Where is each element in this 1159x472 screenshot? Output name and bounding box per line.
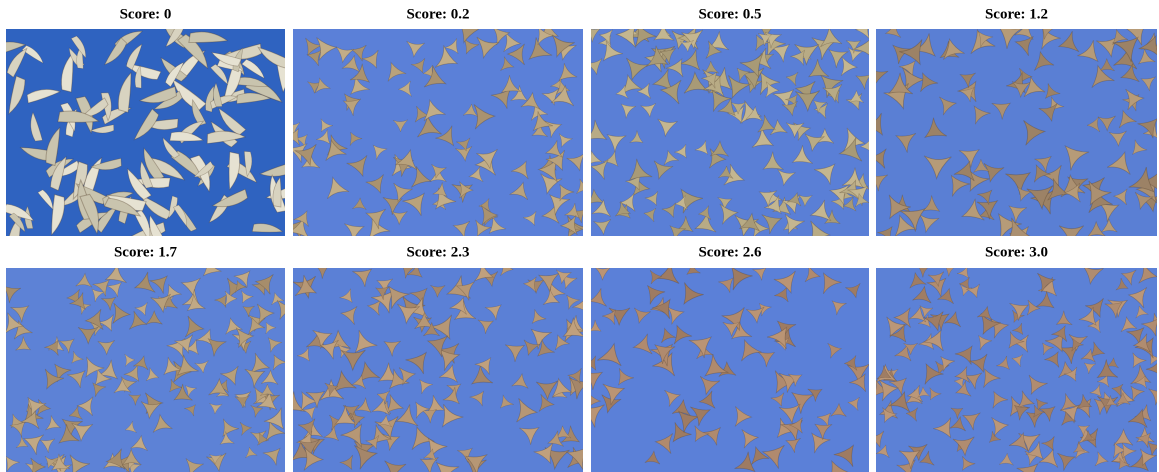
panel-label: Score: 1.7: [114, 244, 178, 260]
photo-background: [293, 268, 583, 472]
photo: [862, 15, 1159, 249]
panel-label: Score: 3.0: [985, 244, 1048, 260]
panel-label: Score: 2.6: [698, 244, 762, 260]
photo: [0, 16, 301, 253]
panel: Score: 0: [0, 6, 301, 253]
photo: [0, 257, 295, 472]
photo: [583, 20, 882, 248]
panel: Score: 1.2: [862, 6, 1159, 249]
panel: Score: 2.6: [576, 244, 873, 472]
figure: Score: 0 Score: 0.2 Score: 0.5 Score: 1.2 Sc…: [0, 0, 1159, 472]
photo: [284, 19, 592, 244]
photo: [576, 260, 873, 472]
panel-label: Score: 0: [120, 6, 172, 22]
panel-label: Score: 1.2: [985, 6, 1048, 22]
panel: Score: 2.3: [277, 244, 594, 472]
panel: Score: 3.0: [867, 244, 1159, 472]
panel-label: Score: 0.2: [406, 6, 469, 22]
panel-label: Score: 0.5: [698, 6, 761, 22]
photo: [867, 259, 1159, 472]
panel: Score: 1.7: [0, 244, 295, 472]
page: Score: 0 Score: 0.2 Score: 0.5 Score: 1.2 Sc…: [0, 0, 1159, 472]
panel-label: Score: 2.3: [406, 244, 469, 260]
photo: [277, 257, 594, 472]
panel: Score: 0.2: [284, 6, 592, 244]
panel: Score: 0.5: [583, 6, 882, 247]
